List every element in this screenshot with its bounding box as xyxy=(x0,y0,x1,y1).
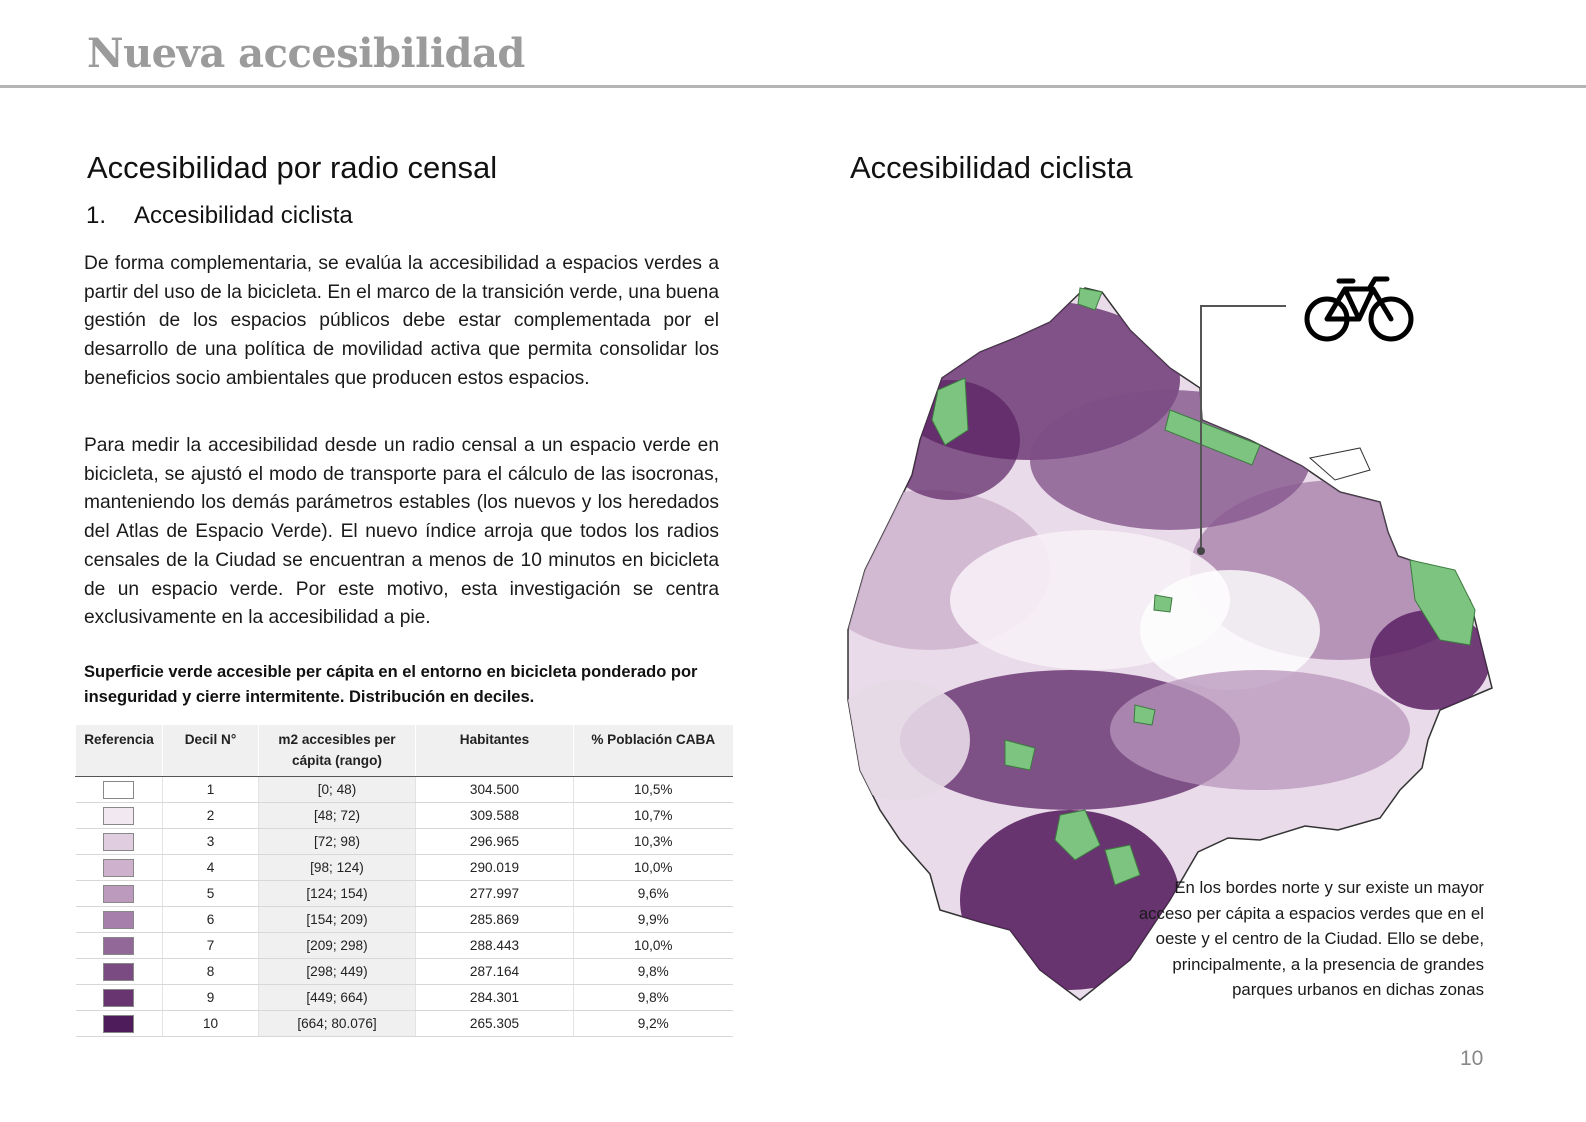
reference-swatch-cell xyxy=(75,880,163,907)
inhabitants-cell: 285.869 xyxy=(415,906,574,933)
range-cell: [298; 449) xyxy=(258,958,416,985)
table-caption: Superficie verde accesible per cápita en… xyxy=(84,663,698,706)
inhabitants-cell: 290.019 xyxy=(415,854,574,881)
decile-cell: 7 xyxy=(162,932,259,959)
reference-swatch-cell xyxy=(75,776,163,803)
inhabitants-cell: 265.305 xyxy=(415,1010,574,1037)
table-row: 8 [298; 449) 287.164 9,8% xyxy=(75,958,733,985)
table-row: 6 [154; 209) 285.869 9,9% xyxy=(75,906,733,933)
population-pct-cell: 10,5% xyxy=(573,776,733,803)
page-number: 10 xyxy=(1460,1047,1484,1070)
decile-cell: 6 xyxy=(162,906,259,933)
reference-swatch-cell xyxy=(75,932,163,959)
accessibility-map xyxy=(847,287,1493,1001)
decile-cell: 1 xyxy=(162,776,259,803)
bicycle-icon xyxy=(1304,276,1414,342)
reference-swatch-cell xyxy=(75,1010,163,1037)
color-swatch xyxy=(103,962,135,981)
inhabitants-cell: 284.301 xyxy=(415,984,574,1011)
color-swatch xyxy=(103,832,135,851)
population-pct-cell: 10,7% xyxy=(573,802,733,829)
population-pct-cell: 10,3% xyxy=(573,828,733,855)
reference-swatch-cell xyxy=(75,984,163,1011)
table-row: 2 [48; 72) 309.588 10,7% xyxy=(75,802,733,829)
color-swatch xyxy=(103,884,135,903)
population-pct-cell: 9,8% xyxy=(573,984,733,1011)
reference-swatch-cell xyxy=(75,802,163,829)
color-swatch xyxy=(103,780,135,799)
range-cell: [449; 664) xyxy=(258,984,416,1011)
color-swatch xyxy=(103,1014,135,1033)
map-pointer-line xyxy=(1200,305,1202,551)
table-header-row: Referencia Decil N° m2 accesibles per cá… xyxy=(75,725,733,777)
paragraph-intro: De forma complementaria, se evalúa la ac… xyxy=(84,253,719,389)
map-pointer-dot xyxy=(1197,547,1205,555)
inhabitants-cell: 309.588 xyxy=(415,802,574,829)
range-cell: [98; 124) xyxy=(258,854,416,881)
map-note: En los bordes norte y sur existe un mayo… xyxy=(1138,878,1484,1000)
inhabitants-cell: 296.965 xyxy=(415,828,574,855)
range-cell: [664; 80.076] xyxy=(258,1010,416,1037)
table-row: 9 [449; 664) 284.301 9,8% xyxy=(75,984,733,1011)
page-header-title: Nueva accesibilidad xyxy=(87,30,525,77)
population-pct-cell: 9,8% xyxy=(573,958,733,985)
table-row: 4 [98; 124) 290.019 10,0% xyxy=(75,854,733,881)
paragraph-method: Para medir la accesibilidad desde un rad… xyxy=(84,435,719,629)
population-pct-cell: 9,6% xyxy=(573,880,733,907)
population-pct-cell: 10,0% xyxy=(573,932,733,959)
reference-swatch-cell xyxy=(75,828,163,855)
color-swatch xyxy=(103,910,135,929)
subsection-heading: 1. Accesibilidad ciclista xyxy=(86,202,353,230)
col-header-range: m2 accesibles per cápita (rango) xyxy=(258,725,416,777)
section-title: Accesibilidad por radio censal xyxy=(87,150,498,185)
inhabitants-cell: 304.500 xyxy=(415,776,574,803)
table-row: 3 [72; 98) 296.965 10,3% xyxy=(75,828,733,855)
decile-cell: 2 xyxy=(162,802,259,829)
col-header-population-pct: % Población CABA xyxy=(573,725,733,777)
color-swatch xyxy=(103,858,135,877)
reference-swatch-cell xyxy=(75,854,163,881)
subsection-title: Accesibilidad ciclista xyxy=(134,202,353,229)
inhabitants-cell: 287.164 xyxy=(415,958,574,985)
population-pct-cell: 9,2% xyxy=(573,1010,733,1037)
color-swatch xyxy=(103,988,135,1007)
table-row: 10 [664; 80.076] 265.305 9,2% xyxy=(75,1010,733,1037)
table-row: 5 [124; 154) 277.997 9,6% xyxy=(75,880,733,907)
reference-swatch-cell xyxy=(75,906,163,933)
decile-cell: 9 xyxy=(162,984,259,1011)
range-cell: [154; 209) xyxy=(258,906,416,933)
header-divider xyxy=(0,85,1586,88)
color-swatch xyxy=(103,806,135,825)
decile-cell: 4 xyxy=(162,854,259,881)
decile-cell: 10 xyxy=(162,1010,259,1037)
range-cell: [72; 98) xyxy=(258,828,416,855)
range-cell: [209; 298) xyxy=(258,932,416,959)
range-cell: [48; 72) xyxy=(258,802,416,829)
population-pct-cell: 10,0% xyxy=(573,854,733,881)
deciles-table: Referencia Decil N° m2 accesibles per cá… xyxy=(75,725,733,1037)
reference-swatch-cell xyxy=(75,958,163,985)
range-cell: [124; 154) xyxy=(258,880,416,907)
decile-cell: 8 xyxy=(162,958,259,985)
table-row: 7 [209; 298) 288.443 10,0% xyxy=(75,932,733,959)
range-cell: [0; 48) xyxy=(258,776,416,803)
inhabitants-cell: 277.997 xyxy=(415,880,574,907)
map-section-title: Accesibilidad ciclista xyxy=(850,150,1133,185)
map-pointer-line-horizontal xyxy=(1200,305,1286,307)
col-header-inhabitants: Habitantes xyxy=(415,725,574,777)
decile-cell: 3 xyxy=(162,828,259,855)
subsection-number: 1. xyxy=(86,202,107,229)
population-pct-cell: 9,9% xyxy=(573,906,733,933)
color-swatch xyxy=(103,936,135,955)
col-header-decile: Decil N° xyxy=(162,725,259,777)
col-header-reference: Referencia xyxy=(75,725,163,777)
inhabitants-cell: 288.443 xyxy=(415,932,574,959)
decile-cell: 5 xyxy=(162,880,259,907)
table-row: 1 [0; 48) 304.500 10,5% xyxy=(75,776,733,803)
